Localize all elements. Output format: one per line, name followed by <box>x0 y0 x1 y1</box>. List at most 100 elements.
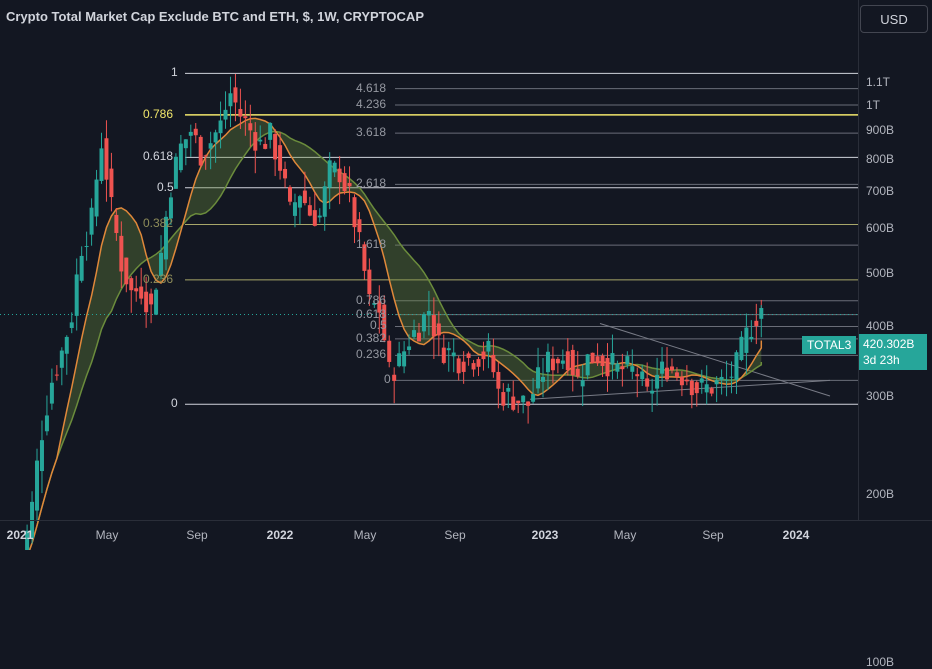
candle-body <box>228 93 233 107</box>
candle-body <box>297 196 302 208</box>
time-tick-label: 2022 <box>266 528 294 542</box>
candle-body <box>665 367 670 380</box>
candle-body <box>124 257 129 285</box>
fib-level-label: 1 <box>171 65 178 80</box>
price-tick-label: 1.1T <box>866 74 891 89</box>
candle-body <box>545 351 550 373</box>
time-tick-label: 2024 <box>782 528 810 542</box>
candlestick-series <box>25 73 764 550</box>
candle-body <box>159 252 164 276</box>
candle-body <box>312 210 317 226</box>
time-tick-label: 2021 <box>6 528 34 542</box>
candle-body <box>288 186 293 202</box>
candle-body <box>139 286 144 299</box>
candle-body <box>575 368 580 377</box>
candle-body <box>674 372 679 378</box>
candle-body <box>134 288 139 292</box>
candle-body <box>441 347 446 363</box>
candle-body <box>89 207 94 235</box>
bar-countdown: 3d 23h <box>863 353 900 367</box>
fib-level-label: 0.236 <box>356 347 387 362</box>
candle-body <box>382 304 387 341</box>
candle-body <box>74 274 79 316</box>
fib-level-label: 1.618 <box>356 237 387 252</box>
candle-body <box>292 202 297 216</box>
candle-body <box>421 314 426 332</box>
candle-body <box>69 322 74 328</box>
candle-body <box>392 374 397 381</box>
fib-level-label: 2.618 <box>356 176 387 191</box>
candle-body <box>600 355 605 366</box>
price-tick-label: 600B <box>866 221 895 236</box>
candle-body <box>342 173 347 191</box>
candle-body <box>278 145 283 171</box>
candle-body <box>694 382 699 394</box>
candle-body <box>610 353 615 365</box>
candle-body <box>119 235 124 272</box>
moving-average-cloud <box>28 117 763 550</box>
trendlines <box>529 322 831 400</box>
candle-body <box>25 530 30 550</box>
candle-body <box>630 366 635 372</box>
fib-level-label: 0.236 <box>143 271 174 286</box>
fib-level-label: 0.786 <box>143 106 174 121</box>
fib-level-label: 0.5 <box>157 179 174 194</box>
candle-body <box>223 109 228 120</box>
candle-body <box>352 197 357 228</box>
candle-body <box>233 87 238 103</box>
candle-body <box>501 392 506 406</box>
candle-body <box>471 363 476 370</box>
candle-body <box>44 415 49 432</box>
candle-body <box>511 396 516 410</box>
candle-body <box>64 336 69 354</box>
price-chart[interactable] <box>0 0 932 550</box>
candle-body <box>541 376 546 382</box>
time-tick-label: May <box>95 528 119 542</box>
fib-level-label: 0.5 <box>370 318 387 333</box>
fib-level-label: 3.618 <box>356 125 387 140</box>
candle-body <box>94 179 99 217</box>
candle-body <box>496 371 501 389</box>
candle-body <box>565 351 570 371</box>
fib-level-label: 4.618 <box>356 80 387 95</box>
fib-level-label: 0.618 <box>143 149 174 164</box>
ma-cloud-fill <box>29 118 762 550</box>
candle-body <box>243 116 248 119</box>
fib-level-label: 0.786 <box>356 292 387 307</box>
candle-body <box>684 379 689 382</box>
price-axis-divider <box>858 0 859 520</box>
candle-body <box>669 366 674 371</box>
candle-body <box>689 380 694 396</box>
candle-body <box>550 358 555 371</box>
candle-body <box>580 380 585 387</box>
candle-body <box>407 346 412 350</box>
candle-body <box>178 143 183 171</box>
candle-body <box>149 293 154 305</box>
candle-body <box>605 357 610 377</box>
candle-body <box>426 310 431 316</box>
candle-body <box>362 244 367 271</box>
fib-level-label: 0.618 <box>356 306 387 321</box>
candle-body <box>466 353 471 358</box>
candle-body <box>590 352 595 364</box>
candle-body <box>481 351 486 360</box>
price-badge: 420.302B 3d 23h <box>859 334 927 370</box>
candle-body <box>635 374 640 377</box>
candle-body <box>704 384 709 393</box>
candle-body <box>734 352 739 380</box>
time-tick-label: 2023 <box>531 528 559 542</box>
time-tick-label: Sep <box>444 528 466 542</box>
candle-body <box>436 323 441 336</box>
candle-body <box>526 401 531 406</box>
candle-body <box>337 168 342 183</box>
ascending-trendline <box>529 379 831 400</box>
fib-level-label: 0 <box>384 372 391 387</box>
candle-body <box>198 136 203 166</box>
candle-body <box>699 378 704 383</box>
price-tick-label: 1T <box>866 98 881 112</box>
candle-body <box>446 348 451 351</box>
candle-body <box>645 378 650 387</box>
currency-selector[interactable]: USD <box>860 5 928 33</box>
price-tick-label: 500B <box>866 265 895 280</box>
candle-body <box>188 131 193 136</box>
